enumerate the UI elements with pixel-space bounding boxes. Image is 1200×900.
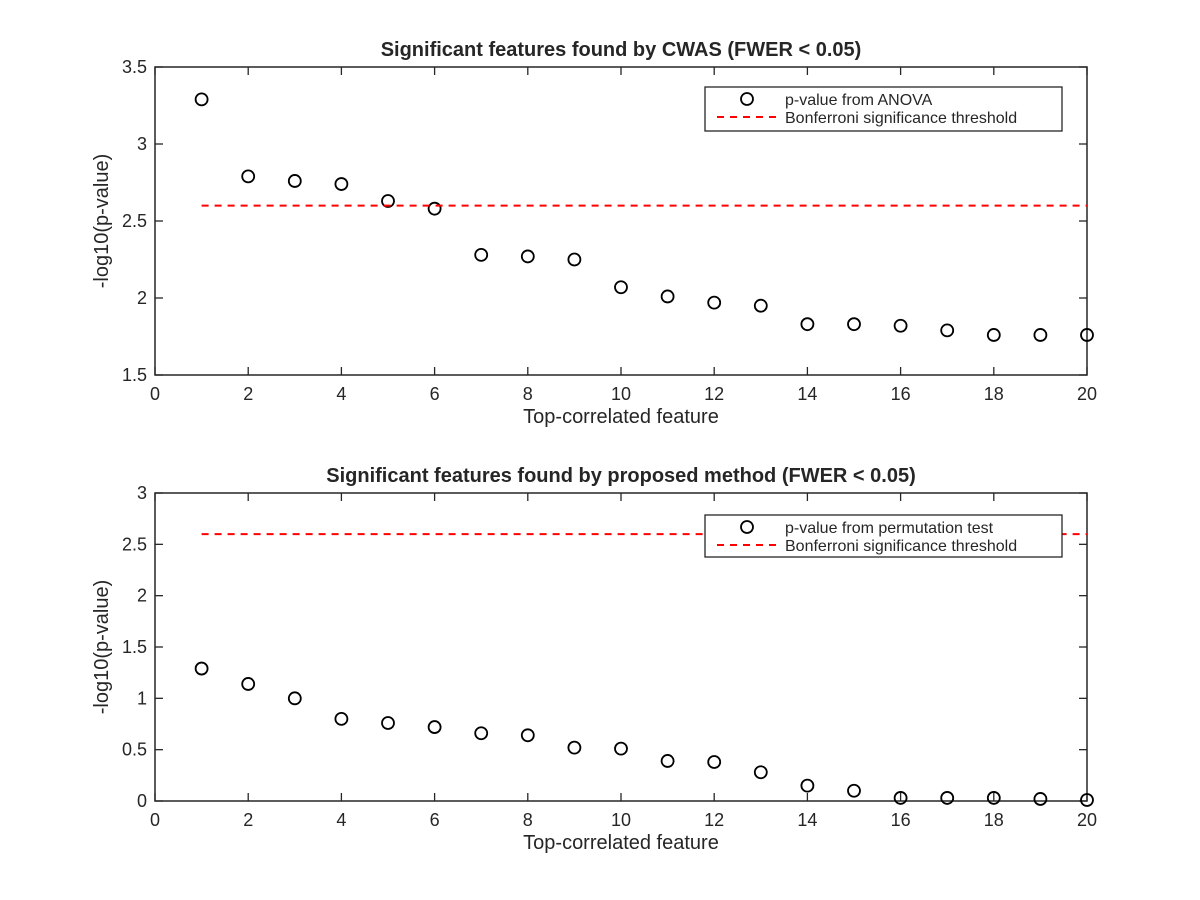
- data-point: [241, 169, 256, 184]
- x-tick-label: 12: [704, 810, 724, 830]
- y-axis-label: -log10(p-value): [91, 580, 113, 715]
- legend: p-value from permutation testBonferroni …: [704, 514, 1063, 558]
- x-tick-label: 6: [430, 384, 440, 404]
- data-point: [1033, 328, 1048, 342]
- data-point: [474, 247, 489, 262]
- data-point: [334, 711, 349, 726]
- x-tick-label: 2: [243, 810, 253, 830]
- chart-panel-1: 0 2 4 6 8 10 12 14 16 18 20 1.5 2 2.5 3 3.5 Significant …: [91, 39, 1097, 428]
- legend-label: Bonferroni significance threshold: [785, 538, 1017, 555]
- x-tick-label: 4: [336, 810, 346, 830]
- chart-title: Significant features found by CWAS (FWER…: [381, 39, 862, 61]
- x-tick-label: 14: [797, 384, 817, 404]
- legend-label: p-value from ANOVA: [785, 92, 933, 109]
- x-axis-label: Top-correlated feature: [523, 406, 719, 428]
- data-point: [520, 728, 535, 743]
- data-point: [800, 778, 815, 793]
- legend-circle-swatch: [740, 520, 754, 534]
- data-point: [567, 740, 582, 755]
- x-tick-label: 8: [523, 810, 533, 830]
- x-tick-label: 20: [1077, 810, 1097, 830]
- x-tick-label: 10: [611, 810, 631, 830]
- data-point: [893, 318, 908, 333]
- x-tick-label: 18: [984, 810, 1004, 830]
- legend-label: Bonferroni significance threshold: [785, 110, 1017, 127]
- data-point: [614, 741, 628, 756]
- data-point: [474, 726, 489, 741]
- x-axis-label: Top-correlated feature: [523, 832, 719, 854]
- data-point: [520, 249, 535, 264]
- data-point: [567, 252, 582, 267]
- data-point: [287, 174, 302, 188]
- data-point: [1033, 792, 1048, 806]
- x-tick-label: 18: [984, 384, 1004, 404]
- x-tick-label: 0: [150, 810, 160, 830]
- data-point: [753, 298, 768, 313]
- y-tick-label: 1: [137, 688, 147, 708]
- data-point: [660, 754, 675, 768]
- x-tick-label: 4: [336, 384, 346, 404]
- chart-panel-2: 0 2 4 6 8 10 12 14 16 18 20 0 0.5 1 1.5 2 2.5 3 Significan…: [91, 465, 1097, 854]
- x-tick-label: 16: [891, 810, 911, 830]
- x-tick-label: 8: [523, 384, 533, 404]
- data-point: [707, 755, 722, 769]
- data-point: [847, 317, 861, 332]
- data-point: [707, 295, 722, 310]
- x-tick-label: 2: [243, 384, 253, 404]
- data-point: [753, 765, 768, 780]
- y-tick-label: 0.5: [122, 740, 147, 760]
- y-tick-label: 3.5: [122, 57, 147, 77]
- data-point: [194, 661, 209, 676]
- legend-box: [704, 514, 1063, 558]
- data-point: [1080, 793, 1094, 807]
- legend-box: [704, 86, 1063, 132]
- y-tick-label: 1.5: [122, 365, 147, 385]
- x-tick-label: 16: [891, 384, 911, 404]
- y-tick-label: 2.5: [122, 211, 147, 231]
- data-point: [893, 791, 908, 805]
- data-point: [660, 289, 675, 304]
- data-point: [381, 194, 395, 208]
- y-tick-label: 3: [137, 483, 147, 503]
- x-tick-label: 14: [797, 810, 817, 830]
- x-tick-label: 10: [611, 384, 631, 404]
- x-tick-label: 20: [1077, 384, 1097, 404]
- data-point: [940, 323, 955, 338]
- data-point: [194, 92, 209, 107]
- data-point: [334, 177, 349, 191]
- data-point: [427, 720, 442, 734]
- data-point: [287, 691, 302, 706]
- data-point: [847, 783, 861, 798]
- legend-circle-swatch: [740, 92, 754, 106]
- x-tick-label: 6: [430, 810, 440, 830]
- x-tick-label: 0: [150, 384, 160, 404]
- data-point: [940, 791, 955, 805]
- data-point: [800, 317, 815, 332]
- y-tick-label: 0: [137, 791, 147, 811]
- data-point: [614, 280, 628, 295]
- y-axis-label: -log10(p-value): [91, 154, 113, 289]
- data-point: [986, 328, 1001, 342]
- y-tick-label: 2.5: [122, 534, 147, 554]
- chart-title: Significant features found by proposed m…: [326, 465, 916, 487]
- data-point: [427, 201, 442, 216]
- y-tick-label: 2: [137, 586, 147, 606]
- legend-label: p-value from permutation test: [785, 520, 994, 537]
- data-point: [381, 716, 395, 730]
- y-tick-label: 1.5: [122, 637, 147, 657]
- data-point: [241, 677, 256, 691]
- y-tick-label: 2: [137, 288, 147, 308]
- data-point: [986, 791, 1001, 805]
- x-tick-label: 12: [704, 384, 724, 404]
- y-tick-label: 3: [137, 134, 147, 154]
- data-point: [1080, 328, 1094, 342]
